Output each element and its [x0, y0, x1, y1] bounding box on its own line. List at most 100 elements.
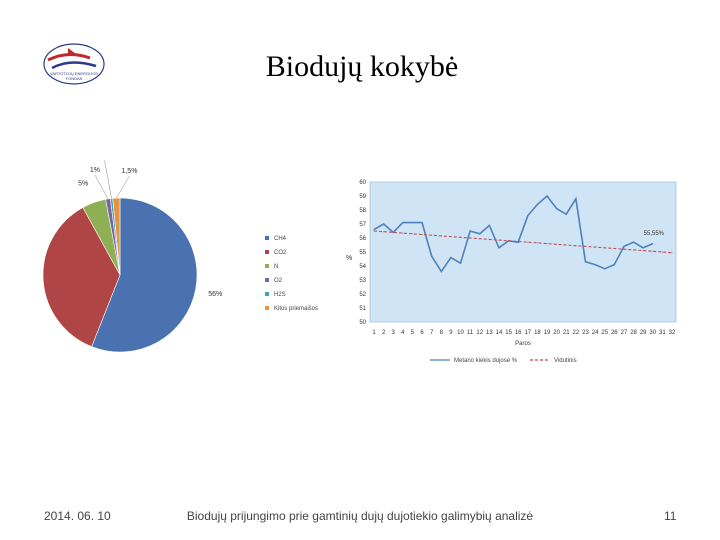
data-point — [623, 245, 625, 247]
data-point — [383, 231, 385, 233]
logo-text-line-1: VARTOTOJŲ ENERGIJOS — [50, 71, 98, 76]
legend-label: Metano kiekis dujose % — [454, 358, 518, 364]
y-tick-label: 52 — [359, 292, 366, 298]
data-point — [450, 236, 452, 238]
data-point — [431, 255, 433, 257]
data-point — [642, 250, 644, 252]
data-point — [460, 236, 462, 238]
data-point — [565, 213, 567, 215]
x-tick-label: 27 — [621, 330, 628, 336]
data-point — [546, 195, 548, 197]
data-point — [450, 257, 452, 259]
x-tick-label: 7 — [430, 330, 434, 336]
page-number: 11 — [664, 509, 677, 523]
data-point — [460, 262, 462, 264]
pie-data-label: 1% — [90, 167, 100, 174]
legend-label: CO2 — [274, 250, 287, 256]
x-tick-label: 15 — [505, 330, 512, 336]
legend-swatch — [265, 236, 269, 240]
x-tick-label: 12 — [476, 330, 483, 336]
legend-swatch — [265, 250, 269, 254]
y-tick-label: 51 — [359, 306, 366, 312]
pie-slice-ch4 — [91, 197, 198, 353]
y-tick-label: 53 — [359, 278, 366, 284]
x-tick-label: 19 — [544, 330, 551, 336]
x-tick-label: 5 — [411, 330, 415, 336]
data-point — [479, 238, 481, 240]
x-tick-label: 28 — [630, 330, 637, 336]
legend-label: H2S — [274, 292, 286, 298]
data-point — [469, 237, 471, 239]
y-tick-label: 60 — [359, 180, 366, 186]
data-point — [604, 268, 606, 270]
legend-label: CH4 — [274, 236, 287, 242]
logo-text-line-2: FONDAS — [66, 76, 83, 81]
plot-area — [369, 181, 677, 323]
data-point — [604, 247, 606, 249]
data-point — [517, 241, 519, 242]
y-tick-label: 56 — [359, 236, 366, 242]
x-tick-label: 32 — [669, 330, 676, 336]
x-tick-label: 30 — [649, 330, 656, 336]
data-point — [661, 251, 663, 253]
x-tick-label: 26 — [611, 330, 618, 336]
data-point — [373, 230, 375, 232]
x-tick-label: 10 — [457, 330, 464, 336]
data-point — [556, 243, 558, 245]
data-point — [479, 233, 481, 235]
x-tick-label: 8 — [440, 330, 444, 336]
legend-swatch — [265, 306, 269, 310]
data-point — [508, 240, 510, 242]
data-point — [613, 248, 615, 249]
legend-label: Kitos priemaišos — [274, 306, 318, 312]
data-point — [402, 232, 404, 234]
data-point — [402, 222, 404, 224]
legend-swatch — [265, 278, 269, 282]
slide-title-text: Biodujų kokybė — [265, 50, 459, 83]
y-axis-label: % — [346, 255, 352, 262]
legend-label: Vidutinis — [554, 358, 577, 364]
data-point — [431, 234, 433, 236]
y-tick-label: 57 — [359, 222, 366, 228]
data-point — [594, 264, 596, 266]
data-point — [642, 247, 644, 249]
legend-label: N — [274, 264, 278, 270]
legend-label: O2 — [274, 278, 283, 284]
data-point — [671, 252, 673, 254]
x-tick-label: 2 — [382, 330, 386, 336]
footer-date: 2014. 06. 10 — [44, 509, 111, 523]
x-tick-label: 21 — [563, 330, 570, 336]
data-point — [565, 244, 567, 246]
pie-leader-line — [116, 175, 130, 199]
data-point — [652, 250, 654, 252]
data-point — [536, 242, 538, 244]
data-point — [527, 241, 529, 243]
x-axis-label: Paros — [515, 341, 531, 347]
data-point — [546, 243, 548, 245]
x-tick-label: 6 — [420, 330, 424, 336]
data-point — [440, 235, 442, 237]
x-tick-label: 25 — [601, 330, 608, 336]
data-point — [623, 248, 625, 250]
pie-data-label: 5% — [78, 181, 88, 188]
data-point — [392, 231, 394, 233]
legend-swatch — [265, 292, 269, 296]
pie-leader-line — [94, 174, 109, 200]
data-point — [517, 241, 519, 243]
y-tick-label: 54 — [359, 264, 366, 270]
data-point — [488, 238, 490, 240]
trend-annotation: 55,55% — [644, 231, 665, 237]
x-tick-label: 29 — [640, 330, 647, 336]
data-point — [613, 264, 615, 266]
organization-logo: VARTOTOJŲ ENERGIJOS FONDAS — [43, 43, 105, 85]
pie-slice-co2 — [42, 207, 121, 347]
y-tick-label: 59 — [359, 194, 366, 200]
x-tick-label: 22 — [573, 330, 580, 336]
y-tick-label: 58 — [359, 208, 366, 214]
x-tick-label: 1 — [372, 330, 376, 336]
data-point — [411, 222, 413, 224]
data-point — [488, 224, 490, 226]
x-tick-label: 11 — [467, 330, 474, 336]
x-tick-label: 13 — [486, 330, 493, 336]
